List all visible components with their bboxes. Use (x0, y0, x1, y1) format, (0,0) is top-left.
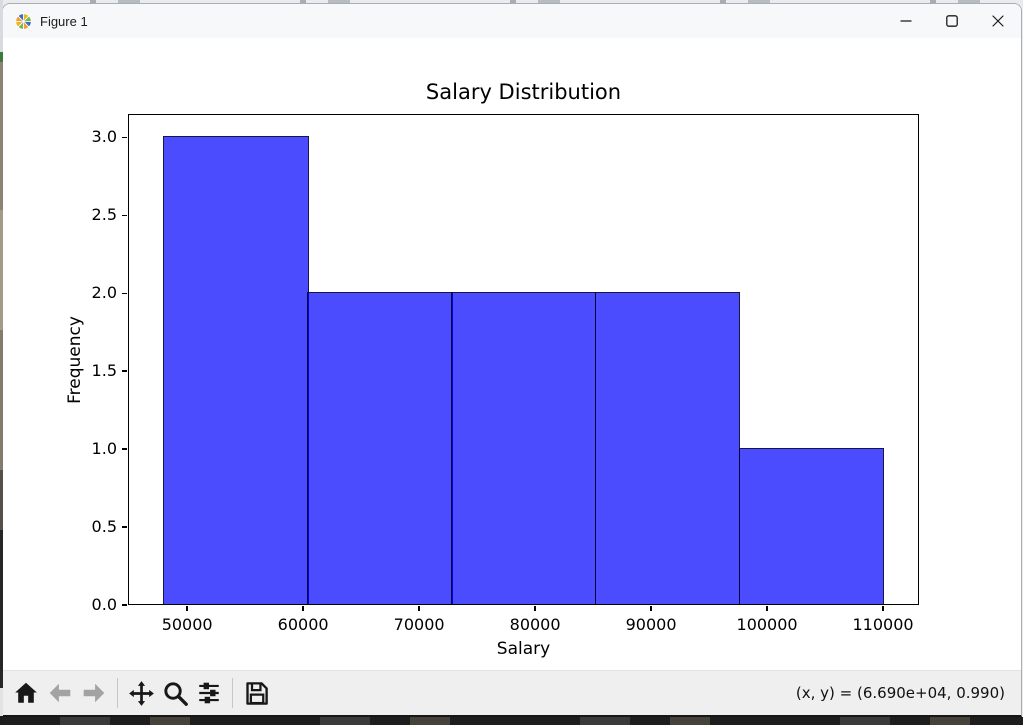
y-tick-label: 0.0 (91, 595, 117, 614)
histogram-bar (307, 292, 453, 604)
histogram-bar (163, 136, 309, 604)
window-title: Figure 1 (40, 13, 88, 29)
forward-button[interactable] (77, 674, 111, 712)
x-tick-label: 60000 (277, 615, 329, 634)
maximize-button[interactable] (929, 4, 975, 38)
x-tick-label: 50000 (161, 615, 213, 634)
histogram-bar (451, 292, 597, 604)
histogram-bar (738, 448, 885, 604)
pan-icon (128, 680, 154, 706)
y-tick-label: 0.5 (91, 517, 117, 537)
y-tick-label: 2.0 (91, 283, 117, 303)
home-button[interactable] (9, 674, 43, 712)
close-icon (992, 15, 1004, 27)
y-axis-label: Frequency (65, 316, 85, 404)
pan-button[interactable] (124, 674, 158, 712)
x-tick-mark (534, 606, 536, 611)
y-tick-mark (122, 214, 127, 217)
save-icon (245, 681, 268, 705)
toolbar-separator (232, 678, 233, 708)
forward-icon (83, 683, 105, 703)
subplots-icon (199, 682, 219, 704)
toolbar-separator (117, 678, 118, 708)
close-button[interactable] (975, 4, 1021, 38)
desktop-background-bottom (0, 717, 1023, 725)
y-tick-mark (122, 526, 127, 528)
x-tick-mark (302, 606, 304, 611)
figure-canvas[interactable]: Salary Distribution Frequency Salary 500… (3, 38, 1021, 670)
desktop-background-left (0, 0, 3, 725)
x-tick-label: 70000 (393, 615, 445, 634)
x-tick-mark (766, 606, 768, 611)
zoom-icon (163, 681, 188, 706)
minimize-button[interactable] (883, 4, 929, 38)
y-tick-mark (122, 448, 127, 450)
window-titlebar[interactable]: Figure 1 (3, 4, 1021, 38)
y-tick-label: 2.5 (91, 205, 117, 225)
x-tick-mark (650, 606, 652, 611)
y-tick-mark (122, 292, 127, 294)
plot-area[interactable] (128, 114, 919, 605)
desktop-background-top (0, 0, 1023, 4)
save-button[interactable] (239, 674, 273, 712)
back-icon (49, 683, 71, 703)
x-tick-label: 80000 (509, 615, 561, 634)
cursor-position-readout: (x, y) = (6.690e+04, 0.990) (795, 684, 1005, 702)
matplotlib-logo-icon (15, 12, 32, 30)
zoom-button[interactable] (158, 674, 192, 712)
y-tick-label: 1.0 (91, 439, 117, 459)
y-tick-mark (122, 604, 127, 606)
x-tick-label: 100000 (736, 615, 798, 634)
minimize-icon (900, 20, 912, 22)
home-icon (15, 682, 37, 703)
back-button[interactable] (43, 674, 77, 712)
histogram-bar (594, 292, 741, 604)
y-tick-label: 3.0 (91, 127, 117, 147)
x-tick-mark (418, 606, 420, 611)
subplots-button[interactable] (192, 674, 226, 712)
x-axis-label: Salary (496, 639, 551, 659)
y-tick-mark (122, 370, 127, 372)
x-tick-mark (882, 606, 884, 611)
x-tick-label: 110000 (852, 615, 914, 634)
maximize-icon (946, 15, 958, 27)
x-tick-label: 90000 (625, 615, 677, 634)
navigation-toolbar: (x, y) = (6.690e+04, 0.990) (3, 670, 1021, 715)
figure-window: Figure 1 Salary Distribution Frequency S… (2, 3, 1022, 717)
chart-title: Salary Distribution (425, 80, 622, 104)
y-tick-label: 1.5 (91, 361, 117, 381)
x-tick-mark (186, 606, 188, 611)
y-tick-mark (122, 136, 127, 139)
